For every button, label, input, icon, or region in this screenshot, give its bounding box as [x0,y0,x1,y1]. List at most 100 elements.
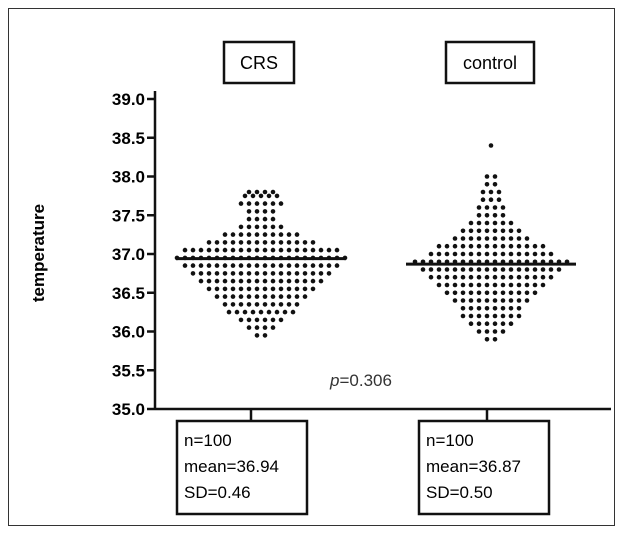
data-point-control [548,274,554,280]
data-point-crs [230,302,236,307]
data-point-control [532,274,538,280]
data-point-control [484,306,490,311]
data-point-control [476,220,482,226]
data-point-control [484,251,490,257]
data-point-control [452,267,458,272]
data-point-control [492,243,498,249]
data-point-crs [250,193,256,199]
data-point-crs [286,271,292,276]
data-point-control [492,329,498,334]
data-point-control [476,228,482,234]
data-point-crs [262,232,268,237]
data-point-control [476,213,482,218]
data-point-crs [318,278,324,284]
data-point-control [496,189,502,195]
data-point-crs [286,240,292,245]
data-point-crs [230,278,236,284]
data-point-control [480,197,486,202]
data-point-control [500,236,506,241]
data-point-crs [262,240,268,245]
data-point-control [508,243,514,249]
y-tick-label: 38.5 [112,129,145,148]
data-point-crs [190,271,196,276]
data-point-crs [222,232,228,237]
data-point-control [524,267,530,272]
data-point-crs [266,309,272,315]
data-point-crs [278,232,284,237]
stats-mean-control: mean=36.87 [426,457,521,476]
data-point-control [540,282,546,288]
data-point-control [468,228,474,234]
dot-plot-chart: temperature 35.0 35.5 36.0 36.5 37.0 37.5 38.0… [29,40,611,516]
data-point-control [460,290,466,296]
data-point-crs [270,302,276,307]
data-point-crs [286,278,292,284]
data-point-crs [302,247,308,253]
data-point-crs [270,232,276,237]
data-point-crs [278,302,284,307]
data-point-control [540,243,546,249]
data-point-control [556,267,562,272]
data-point-crs [198,278,204,284]
data-point-crs [294,271,300,276]
stats-n-crs: n=100 [184,431,232,450]
y-tick-label: 35.5 [112,361,145,380]
data-point-control [488,143,494,148]
data-point-control [492,228,498,234]
data-point-control [492,306,498,311]
data-point-control [484,274,490,280]
data-point-crs [206,263,212,268]
data-point-crs [238,271,244,276]
data-point-crs [286,294,292,299]
data-point-control [452,236,458,241]
y-tick-label: 36.5 [112,284,145,303]
group-label-control: control [463,53,517,73]
data-point-control [516,313,522,319]
stats-sd-crs: SD=0.46 [184,483,251,502]
data-point-control [488,189,494,195]
data-point-crs [302,286,308,292]
data-point-control [508,321,514,327]
data-point-crs [286,247,292,253]
data-point-control [476,313,482,319]
data-point-crs [326,271,332,276]
data-point-crs [262,247,268,253]
data-point-control [460,306,466,311]
stats-box-crs: n=100 mean=36.94 SD=0.46 [175,419,309,516]
data-point-crs [238,294,244,299]
data-point-crs [294,294,300,299]
data-point-control [516,274,522,280]
data-point-crs [246,263,252,268]
data-point-control [452,282,458,288]
data-point-crs [222,302,228,307]
data-point-crs [302,294,308,299]
data-point-control [500,321,506,327]
data-point-control [516,298,522,303]
data-point-crs [318,247,324,253]
data-point-control [476,306,482,311]
data-point-control [500,267,506,272]
data-point-crs [230,232,236,237]
data-point-control [500,205,506,210]
data-point-crs [258,193,264,199]
data-point-crs [246,216,252,222]
data-point-crs [270,247,276,253]
data-point-crs [206,240,212,245]
data-point-crs [270,278,276,284]
data-point-crs [246,294,252,299]
data-point-crs [270,294,276,299]
data-point-crs [254,278,260,284]
data-point-control [508,290,514,296]
data-point-control [492,313,498,319]
data-point-crs [270,240,276,245]
data-point-crs [254,302,260,307]
data-point-control [496,197,502,202]
data-point-control [460,228,466,234]
data-point-control [476,267,482,272]
data-point-control [492,267,498,272]
data-point-control [436,243,442,249]
data-point-crs [254,232,260,237]
data-point-crs [262,325,268,330]
data-point-control [516,290,522,296]
data-point-crs [278,224,284,230]
